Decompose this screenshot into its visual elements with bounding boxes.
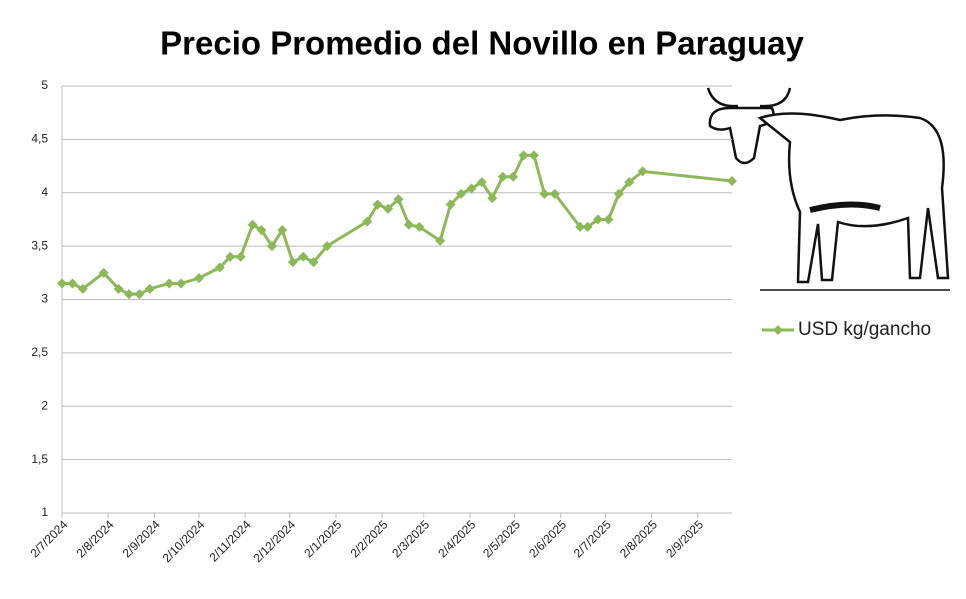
point-marker — [322, 241, 333, 252]
x-tick-label: 2/9/2025 — [663, 517, 706, 560]
point-marker — [247, 219, 258, 230]
point-marker — [383, 203, 394, 214]
point-marker — [613, 188, 624, 199]
point-marker — [98, 267, 109, 278]
point-marker — [637, 166, 648, 177]
point-marker — [362, 216, 373, 227]
point-marker — [445, 199, 456, 210]
point-marker — [393, 194, 404, 205]
point-marker — [456, 188, 467, 199]
x-tick-label: 2/7/2024 — [27, 517, 70, 560]
y-tick-label: 4 — [41, 185, 48, 199]
x-tick-label: 2/10/2024 — [160, 517, 208, 565]
x-tick-label: 2/1/2025 — [301, 517, 344, 560]
point-marker — [727, 176, 737, 187]
y-tick-label: 3 — [41, 292, 48, 306]
point-marker — [144, 283, 155, 294]
x-tick-label: 2/2/2025 — [348, 517, 391, 560]
x-tick-label: 2/8/2024 — [74, 517, 117, 560]
x-tick-label: 2/9/2024 — [120, 517, 163, 560]
point-marker — [77, 283, 88, 294]
point-marker — [528, 150, 539, 161]
point-marker — [67, 278, 78, 289]
point-marker — [476, 177, 487, 188]
point-marker — [508, 171, 519, 182]
point-marker — [593, 214, 603, 225]
point-marker — [214, 262, 225, 273]
point-marker — [466, 183, 477, 194]
x-tick-label: 2/12/2024 — [251, 517, 299, 565]
point-marker — [539, 188, 550, 199]
point-marker — [134, 289, 145, 300]
x-tick-label: 2/5/2025 — [480, 517, 523, 560]
point-marker — [308, 257, 319, 268]
point-marker — [624, 177, 635, 188]
point-marker — [497, 171, 508, 182]
y-tick-label: 5 — [41, 78, 48, 92]
point-marker — [225, 251, 236, 262]
point-marker — [603, 214, 614, 225]
point-marker — [575, 221, 586, 232]
point-marker — [435, 235, 446, 246]
y-tick-label: 1 — [41, 505, 48, 519]
point-marker — [266, 241, 277, 252]
point-marker — [113, 283, 124, 294]
x-tick-label: 2/11/2024 — [206, 517, 253, 564]
y-tick-label: 2,5 — [31, 345, 48, 359]
point-marker — [124, 289, 134, 300]
cow-illustration — [706, 87, 950, 291]
x-tick-label: 2/6/2025 — [526, 517, 569, 560]
point-marker — [403, 219, 414, 230]
point-marker — [518, 150, 529, 161]
y-tick-label: 1,5 — [31, 452, 48, 466]
y-tick-label: 2 — [41, 398, 48, 412]
point-marker — [298, 251, 309, 262]
point-marker — [277, 225, 288, 236]
point-marker — [287, 257, 298, 268]
point-marker — [193, 273, 204, 284]
point-marker — [235, 251, 246, 262]
point-marker — [487, 193, 498, 204]
point-marker — [256, 225, 267, 236]
y-tick-label: 4,5 — [31, 132, 48, 146]
point-marker — [549, 188, 560, 199]
series-line — [62, 153, 733, 296]
legend-marker — [773, 325, 783, 335]
point-marker — [414, 221, 425, 232]
point-marker — [164, 278, 175, 289]
x-tick-label: 2/4/2025 — [435, 517, 478, 560]
y-tick-label: 3,5 — [31, 238, 48, 252]
point-marker — [176, 278, 187, 289]
x-tick-label: 2/8/2025 — [617, 517, 660, 560]
point-marker — [582, 221, 593, 232]
legend-label: USD kg/gancho — [798, 319, 931, 340]
x-tick-label: 2/7/2025 — [571, 517, 614, 560]
point-marker — [57, 278, 67, 289]
x-tick-label: 2/3/2025 — [389, 517, 432, 560]
point-marker — [372, 199, 383, 210]
chart-title: Precio Promedio del Novillo en Paraguay — [160, 25, 804, 62]
